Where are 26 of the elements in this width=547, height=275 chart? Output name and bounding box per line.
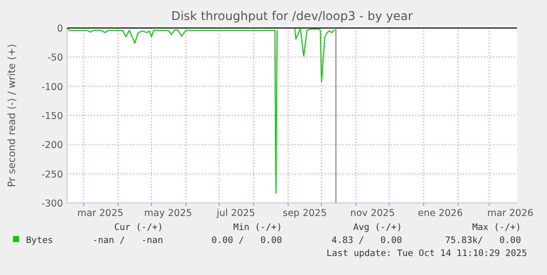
x-tick-label: may 2025	[144, 208, 192, 219]
x-tick-label: ene 2026	[418, 208, 463, 219]
text: -nan / -nan	[92, 236, 163, 246]
text: Max (-/+)	[472, 223, 521, 233]
x-tick-label: nov 2025	[350, 208, 395, 219]
text: 75.83k/ 0.00	[445, 236, 521, 246]
text: Min (-/+)	[233, 223, 282, 233]
text: Cur (-/+)	[114, 223, 163, 233]
text: 4.83 / 0.00	[332, 236, 402, 246]
text: Avg (-/+)	[353, 223, 402, 233]
y-axis-title: Pr second read (-) / write (+)	[7, 44, 18, 188]
chart-title: Disk throughput for /dev/loop3 - by year	[171, 9, 413, 23]
legend-label: Bytes	[26, 236, 54, 246]
y-tick-label: -200	[41, 140, 63, 152]
x-tick-label: mar 2025	[77, 208, 124, 219]
y-tick-label: -250	[41, 169, 63, 180]
y-tick-label: 0	[56, 24, 63, 34]
y-tick-label: -100	[41, 82, 63, 93]
x-tick-label: sep 2025	[282, 208, 327, 219]
y-tick-label: -50	[47, 52, 63, 64]
text: Last update: Tue Oct 14 11:10:29 2025	[326, 249, 527, 259]
x-tick-label: jul 2025	[216, 208, 256, 219]
x-tick-label: mar 2026	[487, 208, 534, 219]
text: 0.00 / 0.00	[212, 236, 282, 246]
y-tick-label: -300	[41, 198, 63, 210]
y-tick-label: -150	[41, 111, 63, 122]
